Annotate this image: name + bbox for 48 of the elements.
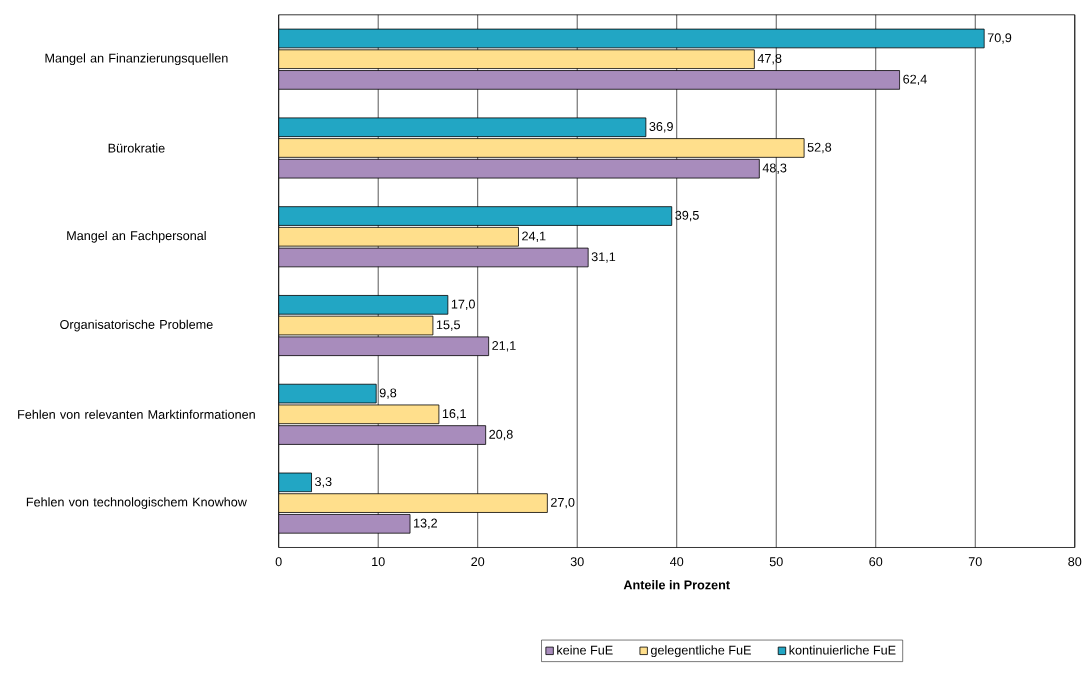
data-label: 39,5 <box>675 210 699 222</box>
data-label: 3,3 <box>315 477 332 488</box>
bar <box>278 295 449 315</box>
data-label: 21,1 <box>492 341 516 352</box>
data-label: 31,1 <box>591 252 616 263</box>
bar <box>278 383 377 404</box>
y-tick-label: Organisatorische Probleme <box>60 319 213 332</box>
data-label: 48,3 <box>762 163 787 175</box>
data-label: 52,8 <box>807 142 832 154</box>
data-label: 16,1 <box>442 409 466 420</box>
data-label: 15,5 <box>436 320 460 331</box>
y-tick-label: Fehlen von relevanten Marktinformationen <box>18 409 255 420</box>
x-tick-label: 70 <box>968 557 982 567</box>
y-tick-label: Mangel an Fachpersonal <box>67 231 206 243</box>
y-tick-label: Fehlen von technologischem Knowhow <box>26 497 247 510</box>
x-tick-label: 50 <box>769 557 783 567</box>
data-label: 36,9 <box>649 122 673 133</box>
bar <box>278 159 760 179</box>
legend-label: gelegentliche FuE <box>650 645 751 658</box>
x-tick-label: 10 <box>372 557 385 567</box>
bar <box>278 28 985 49</box>
data-label: 9,8 <box>379 388 397 399</box>
y-tick-label: Bürokratie <box>108 143 165 153</box>
data-label: 62,4 <box>903 74 927 86</box>
x-tick-label: 30 <box>570 557 584 567</box>
y-tick-label: Mangel an Finanzierungsquellen <box>45 53 228 66</box>
data-label: 47,8 <box>757 54 782 65</box>
data-label: 17,0 <box>451 299 475 311</box>
data-label: 27,0 <box>551 498 575 509</box>
bar <box>278 514 411 534</box>
x-axis-title: Anteile in Prozent <box>623 580 730 590</box>
data-label: 70,9 <box>987 33 1012 44</box>
data-label: 13,2 <box>414 518 438 530</box>
x-tick-label: 40 <box>669 557 684 567</box>
x-tick-label: 60 <box>869 557 883 567</box>
bar <box>278 247 589 268</box>
bar <box>278 117 647 138</box>
x-tick-label: 80 <box>1068 557 1082 567</box>
legend-label: kontinuierliche FuE <box>789 645 896 655</box>
bar <box>278 70 901 90</box>
x-tick-label: 20 <box>471 557 485 567</box>
bar <box>278 206 673 226</box>
bar <box>278 425 487 445</box>
bar <box>278 336 490 357</box>
legend-label: keine FuE <box>557 645 613 655</box>
x-tick-label: 0 <box>275 557 282 567</box>
data-label: 20,8 <box>489 429 513 441</box>
data-label: 24,1 <box>522 231 546 243</box>
